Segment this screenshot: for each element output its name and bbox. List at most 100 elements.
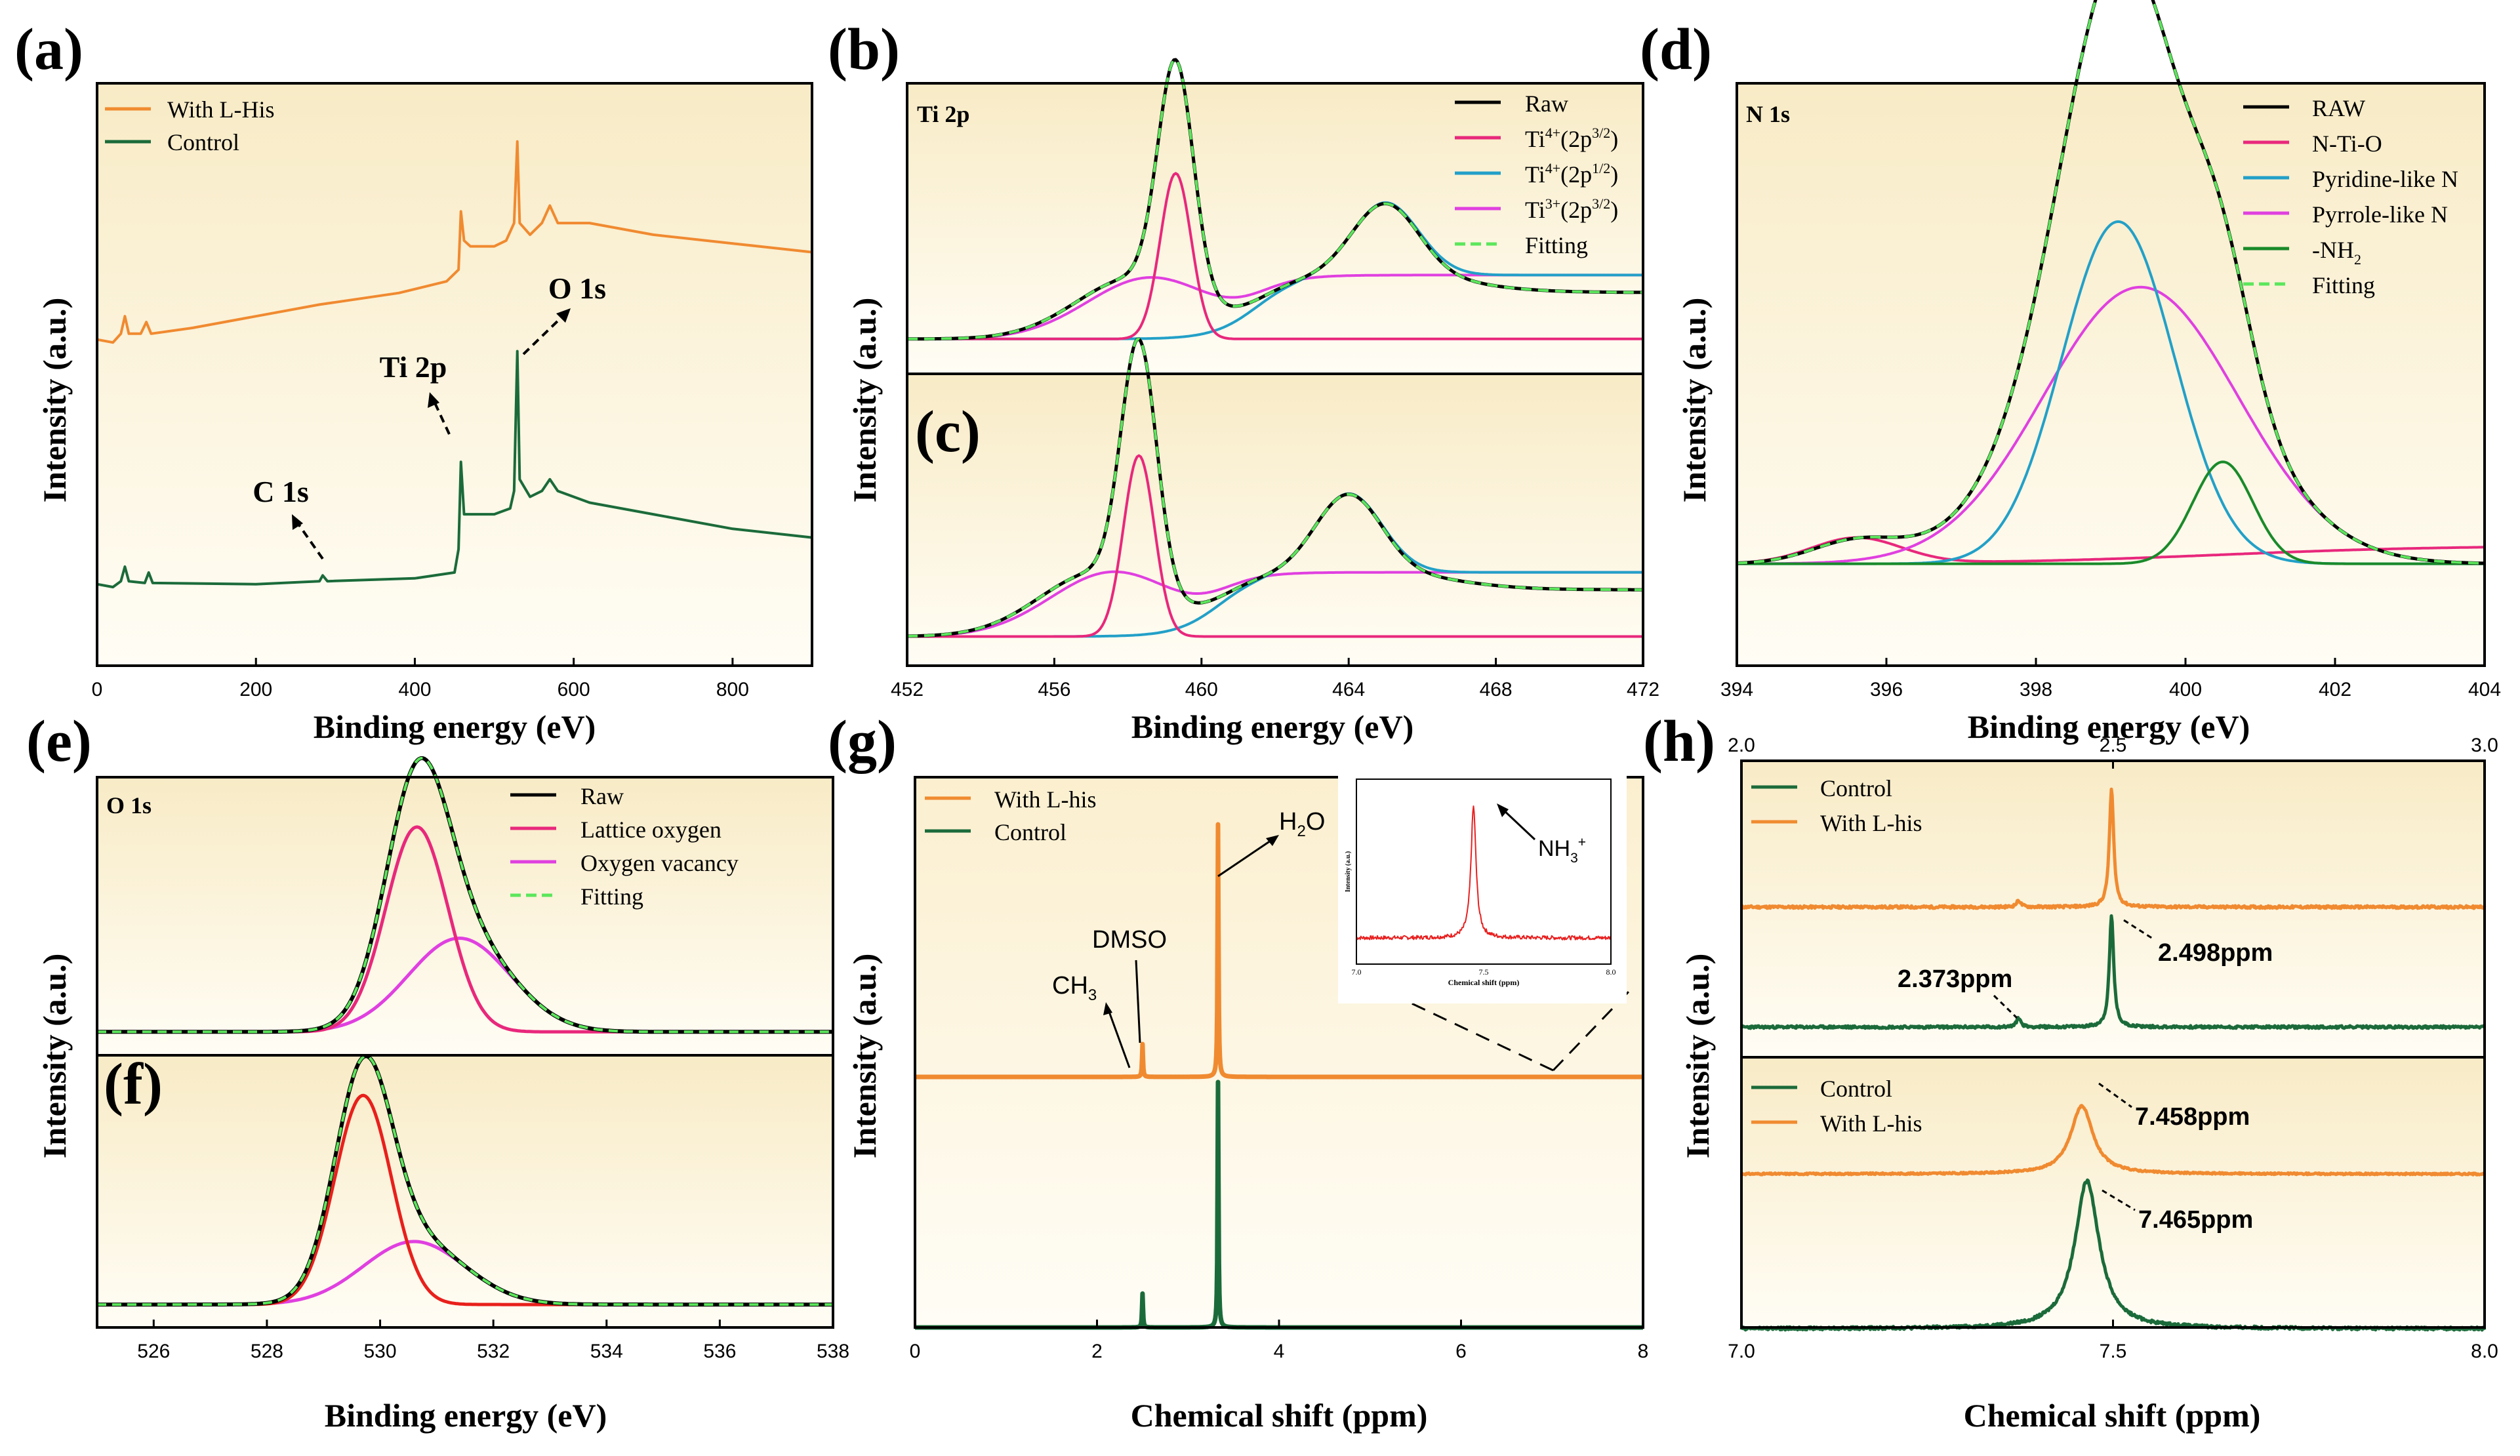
panel-e-label: (e) [26,709,92,774]
panel-d-legend-0: RAW [2312,95,2365,121]
panel-d-xtick-label-4: 402 [2319,679,2351,700]
panel-b-ti4_3_2 [907,172,1643,340]
panel-h-bottom-legend-1: With L-his [1820,1110,1922,1137]
panel-c-bg [907,374,1643,666]
panel-c-xtick-label-0: 452 [891,679,924,700]
panel-a-bg [97,83,812,666]
panel-g-arrow-ch3 [1107,1009,1131,1068]
panel-a-arrowhead-c1s [292,514,303,530]
panel-f-xtick-label-0: 526 [137,1341,170,1362]
panel-c-xtick-label-3: 464 [1332,679,1365,700]
panel-a-xtick-label-0: 0 [92,679,103,700]
panel-d-legend-3: Pyrrole-like N [2312,201,2448,228]
panel-a-xlabel: Binding energy (eV) [314,708,596,745]
panel-h-bottom-xtick-label-1: 7.5 [2100,1341,2127,1362]
panel-c-frame [906,373,1644,667]
panel-c-ti4_3_2 [907,454,1643,638]
panel-g-zoom-right [1552,989,1631,1072]
panel-g-xtick-label-1: 2 [1091,1341,1103,1362]
panel-f-frame [96,1054,834,1329]
panel-h-annot-7458: 7.458ppm [2135,1103,2250,1131]
panel-c-xtick-label-2: 460 [1185,679,1218,700]
panel-a-annot-ti2p: Ti 2p [380,350,447,384]
panel-h-bottom-xtick-label-2: 8.0 [2471,1341,2498,1362]
panel-a-annot-c1s: C 1s [253,475,309,508]
panel-d-xtick-label-5: 404 [2468,679,2501,700]
panel-g-annot-h2o: H2O [1279,808,1325,840]
panel-g-annot-ch3: CH3 [1052,972,1097,1004]
panel-f-xtick-label-3: 532 [477,1341,510,1362]
panel-g-arrow-dmso [1135,960,1141,1043]
panel-c-fitting [906,338,1643,637]
panel-g-xlabel: Chemical shift (ppm) [1131,1397,1428,1434]
panel-a-series-0 [96,140,813,344]
panel-h-top-legend-1: With L-his [1820,810,1922,836]
panel-b-legend-1: Ti4+(2p3/2) [1525,125,1618,152]
panel-f-label: (f) [104,1052,163,1117]
panel-d-xtick-label-2: 398 [2020,679,2052,700]
panel-h-annot-7465: 7.465ppm [2138,1206,2253,1234]
panel-g-xtick-label-4: 8 [1638,1341,1649,1362]
panel-g-inset-xtick-1: 7.5 [1479,967,1489,977]
panel-d-legend-2: Pyridine-like N [2312,166,2458,192]
panel-c-xtick-label-4: 468 [1480,679,1513,700]
panel-d-bg [1737,83,2485,666]
panel-a-xtick-label-4: 800 [716,679,749,700]
panel-g-inset-ylabel: Intensity (a.u.) [1345,851,1352,893]
panel-g-inset-xlabel: Chemical shift (ppm) [1448,978,1520,987]
panel-h-lead-7465 [2102,1189,2136,1211]
panel-d-frame [1736,82,2486,667]
panel-h-bottom-xtick-label-0: 7.0 [1728,1341,1755,1362]
panel-f-xtick-label-5: 536 [703,1341,736,1362]
panel-c-xtick-label-1: 456 [1038,679,1070,700]
panel-d-xlabel: Binding energy (eV) [1968,708,2250,745]
panel-a-xtick-label-1: 200 [239,679,272,700]
panel-e-legend-3: Fitting [580,883,643,910]
panel-g-inset-arrow [1501,807,1536,841]
panel-h-bottom-legend-0: Control [1820,1076,1892,1102]
panel-h-top-series-0 [1740,787,2487,910]
panel-g-arrow-h2o [1217,838,1273,878]
panel-b-legend-0: Raw [1525,91,1568,117]
panel-a-arrow-c1s [295,520,324,560]
panel-f-xtick-label-6: 538 [817,1341,849,1362]
panel-f-xlabel: Binding energy (eV) [325,1397,607,1434]
panel-f-xtick-label-2: 530 [364,1341,397,1362]
panel-d-xtick-label-3: 400 [2169,679,2202,700]
panel-g-zoom-left [1383,989,1554,1072]
panel-g-legend-1: Control [994,819,1067,845]
panel-f-ylabel: Intensity (a.u.) [36,954,73,1159]
panel-h-top-tick-label-0: 2.0 [1728,735,1755,756]
panel-d-xtick-label-1: 396 [1870,679,1903,700]
panel-a-xtick-label-3: 600 [558,679,590,700]
panel-d-ylabel: Intensity (a.u.) [1676,298,1713,503]
panel-b-inner-label: Ti 2p [917,101,969,127]
panel-h-top-tick-label-1: 2.5 [2100,735,2127,756]
panel-h-top-legend-0: Control [1820,775,1892,801]
panel-d-inner-label: N 1s [1746,101,1790,127]
panel-e-legend-2: Oxygen vacancy [580,850,739,876]
panel-d-label: (d) [1640,17,1712,82]
panel-g-inset-trace [1356,805,1612,940]
panel-c-xlabel: Binding energy (eV) [1131,708,1414,745]
panel-a-arrowhead-ti2p [428,392,439,408]
panel-c-label: (c) [915,399,981,464]
panel-h-lead-2498 [2123,919,2155,941]
panel-g-arrowhead-ch3 [1103,1002,1112,1015]
panel-d-nh2 [1737,460,2485,565]
panel-g-inset-arrowhead [1497,803,1509,817]
panel-b-legend-3: Ti3+(2p3/2) [1525,195,1618,223]
panel-a-frame [96,82,813,667]
panel-d-xtick-label-0: 394 [1720,679,1753,700]
panel-b-legend-2: Ti4+(2p1/2) [1525,160,1618,188]
panel-g-series-0 [913,822,1645,1080]
panel-g-inset-annot: NH3+ [1538,835,1586,866]
panel-a-legend-1: Control [167,129,239,155]
panel-e-legend-0: Raw [580,783,624,809]
panel-d-legend-4: -NH2 [2312,237,2361,268]
panel-e-bg [97,777,833,1055]
panel-a-ylabel: Intensity (a.u.) [36,298,73,503]
panel-h-xlabel: Chemical shift (ppm) [1964,1397,2261,1434]
panel-g-inset-xtick-2: 8.0 [1606,967,1616,977]
